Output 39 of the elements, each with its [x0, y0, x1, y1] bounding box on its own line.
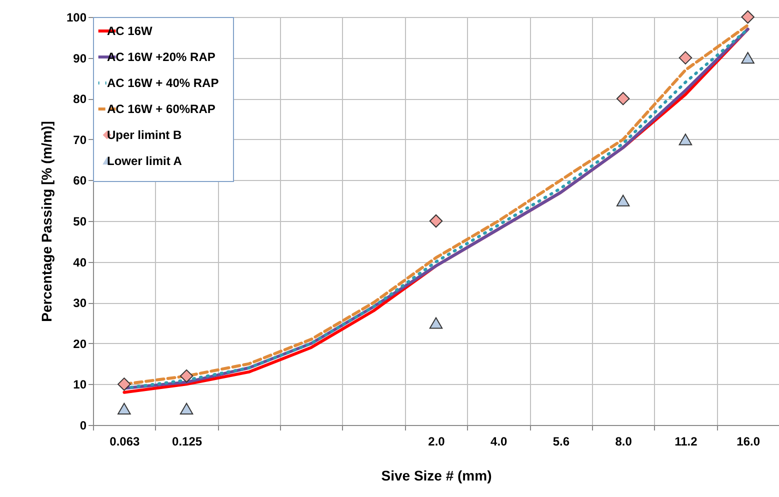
x-tick-label: 0.063 [110, 434, 140, 448]
point [429, 317, 443, 329]
y-tick-label: 90 [73, 51, 87, 66]
x-tick-label: 16.0 [736, 434, 760, 448]
point [180, 402, 194, 414]
text: AC 16W + 60%RAP [107, 102, 216, 116]
legend-label: Uper limint B [107, 128, 182, 142]
x-tick-label: 5.6 [552, 434, 570, 448]
y-tick-label: 80 [73, 92, 87, 106]
x-tick-label: 11.2 [674, 434, 698, 448]
x-tick-label: 2.0 [428, 434, 446, 448]
legend-label: Lower limit A [107, 154, 182, 168]
y-tick-label: 70 [73, 132, 87, 147]
point [741, 52, 754, 64]
point [616, 194, 630, 206]
text: AC 16W + 40% RAP [107, 76, 219, 90]
point [616, 92, 630, 106]
text: AC 16W +20% RAP [107, 50, 216, 64]
y-tick-label: 0 [80, 418, 87, 432]
y-tick-label: 50 [73, 214, 87, 228]
point [180, 369, 194, 383]
point [678, 51, 692, 64]
y-tick-label: 30 [73, 296, 87, 310]
point [678, 134, 692, 146]
y-axis-title: Percentage Passing [% (m/m)] [38, 121, 54, 322]
point [741, 10, 754, 24]
point [429, 214, 443, 228]
y-tick-label: 20 [73, 336, 87, 351]
x-tick-label: 4.0 [490, 434, 508, 448]
y-tick-label: 40 [73, 255, 87, 270]
x-tick-label: 0.125 [172, 434, 202, 448]
y-tick-label: 10 [73, 378, 87, 392]
y-tick-label: 60 [73, 174, 87, 188]
x-tick-label: 8.0 [615, 434, 632, 448]
y-tick-label: 100 [66, 10, 87, 24]
point [118, 378, 131, 391]
text: AC 16W [107, 24, 154, 38]
point [118, 402, 131, 414]
x-axis-title: Sive Size # (mm) [381, 468, 492, 484]
